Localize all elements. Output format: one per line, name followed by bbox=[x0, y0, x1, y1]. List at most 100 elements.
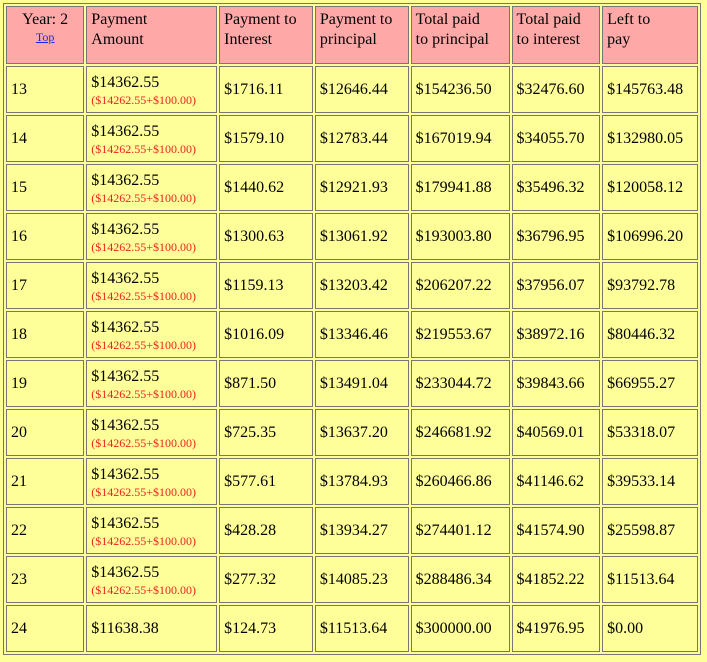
payment-to-principal-cell: $13491.04 bbox=[314, 360, 409, 407]
table-row: 17 $14362.55 ($14262.55+$100.00) $1159.13 $1… bbox=[6, 262, 698, 309]
payment-to-interest-cell: $1716.11 bbox=[219, 66, 313, 113]
payment-amount-cell: $11638.38 bbox=[86, 605, 218, 652]
total-paid-interest-cell: $36796.95 bbox=[511, 213, 601, 260]
total-paid-principal-cell: $154236.50 bbox=[410, 66, 510, 113]
table-row: 24 $11638.38 $124.73 $11513.64 $300000.00 $41… bbox=[6, 605, 698, 652]
left-to-pay-header: Left to pay bbox=[602, 6, 698, 64]
month-cell: 13 bbox=[6, 66, 85, 113]
month-cell: 22 bbox=[6, 507, 85, 554]
payment-to-interest-cell: $871.50 bbox=[219, 360, 313, 407]
payment-amount-value: $11638.38 bbox=[91, 619, 159, 637]
payment-to-principal-cell: $13061.92 bbox=[314, 213, 409, 260]
left-to-pay-cell: $80446.32 bbox=[602, 311, 698, 358]
left-to-pay-cell: $53318.07 bbox=[602, 409, 698, 456]
month-cell: 23 bbox=[6, 556, 85, 603]
payment-to-interest-cell: $428.28 bbox=[219, 507, 313, 554]
month-cell: 20 bbox=[6, 409, 85, 456]
payment-breakdown: ($14262.55+$100.00) bbox=[91, 582, 197, 597]
payment-amount-value: $14362.55 bbox=[91, 563, 160, 581]
month-cell: 16 bbox=[6, 213, 85, 260]
month-cell: 21 bbox=[6, 458, 85, 505]
year-header: Year: 2 Top bbox=[6, 6, 85, 64]
left-to-pay-cell: $145763.48 bbox=[602, 66, 698, 113]
payment-to-interest-cell: $1300.63 bbox=[219, 213, 313, 260]
payment-breakdown: ($14262.55+$100.00) bbox=[91, 386, 197, 401]
payment-to-interest-cell: $1016.09 bbox=[219, 311, 313, 358]
payment-breakdown: ($14262.55+$100.00) bbox=[91, 239, 197, 254]
header-row: Year: 2 Top Payment Amount Payment to Inte… bbox=[6, 6, 698, 64]
left-to-pay-cell: $25598.87 bbox=[602, 507, 698, 554]
payment-amount-cell: $14362.55 ($14262.55+$100.00) bbox=[86, 458, 218, 505]
payment-amount-value: $14362.55 bbox=[91, 465, 160, 483]
payment-to-principal-cell: $13203.42 bbox=[314, 262, 409, 309]
total-paid-principal-cell: $288486.34 bbox=[410, 556, 510, 603]
payment-to-interest-header: Payment to Interest bbox=[219, 6, 313, 64]
payment-to-principal-cell: $11513.64 bbox=[314, 605, 409, 652]
payment-breakdown: ($14262.55+$100.00) bbox=[91, 288, 197, 303]
total-paid-interest-cell: $41574.90 bbox=[511, 507, 601, 554]
left-to-pay-cell: $0.00 bbox=[602, 605, 698, 652]
payment-amount-value: $14362.55 bbox=[91, 318, 160, 336]
payment-breakdown: ($14262.55+$100.00) bbox=[91, 92, 197, 107]
payment-to-interest-cell: $577.61 bbox=[219, 458, 313, 505]
payment-amount-header: Payment Amount bbox=[86, 6, 218, 64]
left-to-pay-cell: $132980.05 bbox=[602, 115, 698, 162]
payment-to-principal-cell: $14085.23 bbox=[314, 556, 409, 603]
payment-to-principal-cell: $13934.27 bbox=[314, 507, 409, 554]
payment-breakdown: ($14262.55+$100.00) bbox=[91, 337, 197, 352]
payment-amount-value: $14362.55 bbox=[91, 514, 160, 532]
payment-to-principal-cell: $13346.46 bbox=[314, 311, 409, 358]
payment-amount-value: $14362.55 bbox=[91, 122, 160, 140]
table-row: 22 $14362.55 ($14262.55+$100.00) $428.28 $13… bbox=[6, 507, 698, 554]
table-row: 20 $14362.55 ($14262.55+$100.00) $725.35 $13… bbox=[6, 409, 698, 456]
month-cell: 24 bbox=[6, 605, 85, 652]
payment-amount-cell: $14362.55 ($14262.55+$100.00) bbox=[86, 556, 218, 603]
payment-amount-cell: $14362.55 ($14262.55+$100.00) bbox=[86, 262, 218, 309]
payment-to-interest-cell: $1440.62 bbox=[219, 164, 313, 211]
payment-amount-value: $14362.55 bbox=[91, 220, 160, 238]
total-paid-principal-cell: $300000.00 bbox=[410, 605, 510, 652]
table-row: 18 $14362.55 ($14262.55+$100.00) $1016.09 $1… bbox=[6, 311, 698, 358]
payment-amount-value: $14362.55 bbox=[91, 367, 160, 385]
total-paid-interest-cell: $41976.95 bbox=[511, 605, 601, 652]
total-paid-interest-cell: $32476.60 bbox=[511, 66, 601, 113]
payment-to-interest-cell: $725.35 bbox=[219, 409, 313, 456]
month-cell: 15 bbox=[6, 164, 85, 211]
left-to-pay-cell: $93792.78 bbox=[602, 262, 698, 309]
table-row: 13 $14362.55 ($14262.55+$100.00) $1716.11 $1… bbox=[6, 66, 698, 113]
payment-to-principal-cell: $12921.93 bbox=[314, 164, 409, 211]
total-paid-interest-cell: $39843.66 bbox=[511, 360, 601, 407]
total-paid-principal-cell: $274401.12 bbox=[410, 507, 510, 554]
table-row: 16 $14362.55 ($14262.55+$100.00) $1300.63 $1… bbox=[6, 213, 698, 260]
total-paid-principal-header: Total paid to principal bbox=[410, 6, 510, 64]
left-to-pay-cell: $39533.14 bbox=[602, 458, 698, 505]
amortization-table: Year: 2 Top Payment Amount Payment to Inte… bbox=[3, 3, 701, 655]
left-to-pay-cell: $120058.12 bbox=[602, 164, 698, 211]
table-row: 23 $14362.55 ($14262.55+$100.00) $277.32 $14… bbox=[6, 556, 698, 603]
table-row: 14 $14362.55 ($14262.55+$100.00) $1579.10 $1… bbox=[6, 115, 698, 162]
payment-amount-value: $14362.55 bbox=[91, 73, 160, 91]
total-paid-interest-cell: $41146.62 bbox=[511, 458, 601, 505]
payment-breakdown: ($14262.55+$100.00) bbox=[91, 190, 197, 205]
month-cell: 17 bbox=[6, 262, 85, 309]
total-paid-interest-cell: $41852.22 bbox=[511, 556, 601, 603]
payment-amount-cell: $14362.55 ($14262.55+$100.00) bbox=[86, 409, 218, 456]
left-to-pay-cell: $106996.20 bbox=[602, 213, 698, 260]
payment-to-interest-cell: $124.73 bbox=[219, 605, 313, 652]
total-paid-interest-cell: $35496.32 bbox=[511, 164, 601, 211]
total-paid-principal-cell: $206207.22 bbox=[410, 262, 510, 309]
total-paid-principal-cell: $260466.86 bbox=[410, 458, 510, 505]
top-link[interactable]: Top bbox=[35, 30, 55, 44]
payment-breakdown: ($14262.55+$100.00) bbox=[91, 533, 197, 548]
payment-breakdown: ($14262.55+$100.00) bbox=[91, 141, 197, 156]
total-paid-interest-header: Total paid to interest bbox=[511, 6, 601, 64]
total-paid-interest-cell: $37956.07 bbox=[511, 262, 601, 309]
table-row: 21 $14362.55 ($14262.55+$100.00) $577.61 $13… bbox=[6, 458, 698, 505]
payment-amount-value: $14362.55 bbox=[91, 269, 160, 287]
payment-amount-cell: $14362.55 ($14262.55+$100.00) bbox=[86, 507, 218, 554]
table-row: 15 $14362.55 ($14262.55+$100.00) $1440.62 $1… bbox=[6, 164, 698, 211]
table-body: 13 $14362.55 ($14262.55+$100.00) $1716.11 $1… bbox=[6, 66, 698, 652]
year-label: Year: 2 bbox=[22, 11, 69, 28]
payment-to-principal-cell: $13784.93 bbox=[314, 458, 409, 505]
total-paid-interest-cell: $38972.16 bbox=[511, 311, 601, 358]
